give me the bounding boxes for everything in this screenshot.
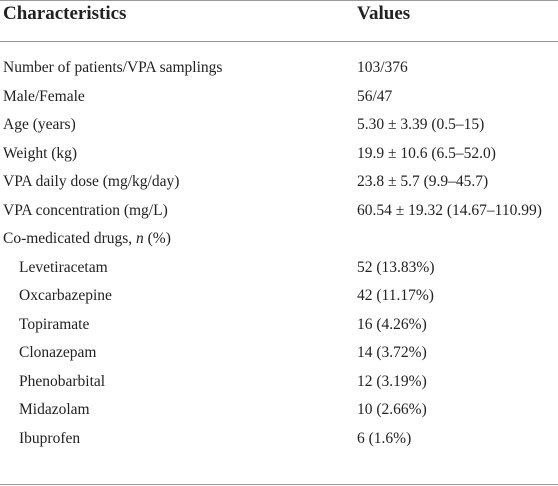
row-value: 42 (11.17%): [357, 287, 434, 304]
header-cell: Values: [357, 3, 411, 24]
row-value: 10 (2.66%): [357, 401, 427, 418]
row-value: 12 (3.19%): [357, 372, 427, 390]
row-value: 52 (13.83%): [357, 258, 435, 276]
row-value: 56/47: [357, 87, 393, 105]
row-label: Ibuprofen: [19, 429, 81, 447]
row-value: 60.54 ± 19.32 (14.67–110.99): [357, 201, 542, 219]
row-label: Weight (kg): [3, 144, 78, 162]
row-value: 14 (3.72%): [357, 344, 427, 361]
row-label: VPA concentration (mg/L): [3, 201, 168, 219]
row-value: 5.30 ± 3.39 (0.5–15): [357, 116, 485, 133]
label-part: (%): [143, 230, 171, 247]
row-label: Number of patients/VPA samplings: [3, 59, 223, 76]
label-part: n: [136, 230, 144, 247]
label-part: Co-medicated drugs,: [3, 230, 137, 247]
rule: [0, 0, 558, 1]
group-label: Co-medicated drugs, n (%): [3, 229, 171, 249]
row-value: 6 (1.6%): [357, 429, 412, 447]
row-label: Phenobarbital: [19, 372, 106, 390]
row-label: Midazolam: [19, 401, 90, 418]
header-cell: Characteristics: [3, 3, 127, 24]
row-label: Levetiracetam: [19, 258, 108, 276]
row-label: Age (years): [3, 116, 76, 133]
row-value: 23.8 ± 5.7 (9.9–45.7): [357, 173, 489, 190]
row-value: 19.9 ± 10.6 (6.5–52.0): [357, 144, 496, 162]
row-label: Topiramate: [19, 315, 90, 333]
row-label: VPA daily dose (mg/kg/day): [3, 173, 180, 190]
row-label: Clonazepam: [19, 344, 97, 361]
row-label: Male/Female: [3, 87, 85, 105]
rule: [0, 41, 558, 42]
rule: [0, 484, 558, 485]
row-label: Oxcarbazepine: [19, 287, 112, 304]
row-value: 103/376: [357, 59, 408, 76]
row-value: 16 (4.26%): [357, 315, 427, 333]
